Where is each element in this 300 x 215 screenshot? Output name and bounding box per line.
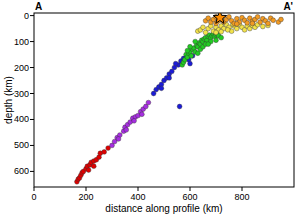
- earthquake-point: [167, 76, 172, 81]
- earthquake-point: [86, 168, 91, 173]
- y-tick-label: 0: [24, 11, 29, 21]
- y-tick-label: 300: [14, 89, 29, 99]
- earthquake-point: [91, 164, 96, 169]
- y-tick-label: 100: [14, 37, 29, 47]
- earthquake-point: [102, 150, 107, 155]
- x-tick-label: 0: [31, 192, 36, 202]
- y-tick-label: 600: [14, 166, 29, 176]
- x-tick-label: 800: [234, 192, 249, 202]
- y-tick-label: 500: [14, 140, 29, 150]
- plot-frame: [34, 13, 294, 187]
- y-tick: [30, 119, 34, 120]
- earthquake-point: [260, 24, 265, 29]
- y-axis-label: depth (km): [3, 76, 14, 124]
- x-tick-label: 600: [182, 192, 197, 202]
- epicenter-star: [213, 13, 226, 23]
- x-tick: [242, 187, 243, 191]
- earthquake-point: [159, 86, 164, 91]
- earthquake-point: [193, 39, 198, 44]
- earthquake-point: [206, 42, 211, 47]
- chart: 02004006008000100200300400500600distance…: [0, 0, 300, 215]
- earthquake-point: [279, 17, 284, 22]
- earthquake-point: [214, 30, 219, 35]
- earthquake-point: [266, 21, 271, 26]
- earthquake-point: [173, 61, 178, 66]
- earthquake-point: [271, 18, 276, 23]
- earthquake-point: [255, 14, 260, 19]
- earthquake-point: [219, 29, 224, 34]
- points: [75, 13, 284, 184]
- earthquake-point: [201, 25, 206, 30]
- y-tick: [30, 41, 34, 42]
- earthquake-point: [188, 61, 193, 66]
- earthquake-point: [124, 127, 129, 132]
- y-tick: [30, 15, 34, 16]
- earthquake-point: [214, 38, 219, 43]
- profile-end-label: A': [283, 1, 293, 12]
- earthquake-point: [225, 27, 230, 32]
- x-tick-label: 200: [78, 192, 93, 202]
- earthquake-point: [116, 137, 121, 142]
- y-tick: [30, 145, 34, 146]
- x-tick-label: 400: [130, 192, 145, 202]
- earthquake-point: [132, 118, 137, 123]
- x-tick: [34, 187, 35, 191]
- earthquake-point: [250, 21, 255, 26]
- profile-end-label: A: [35, 1, 42, 12]
- x-tick: [86, 187, 87, 191]
- y-tick: [30, 93, 34, 94]
- earthquake-point: [195, 51, 200, 56]
- y-tick: [30, 67, 34, 68]
- y-tick-label: 200: [14, 63, 29, 73]
- y-tick: [30, 171, 34, 172]
- x-tick: [190, 187, 191, 191]
- earthquake-point: [245, 20, 250, 25]
- earthquake-point: [185, 48, 190, 53]
- earthquake-point: [234, 22, 239, 27]
- earthquake-point: [189, 53, 194, 58]
- x-axis-label: distance along profile (km): [105, 203, 222, 214]
- x-tick: [138, 187, 139, 191]
- earthquake-point: [140, 112, 145, 117]
- earthquake-point: [219, 35, 224, 40]
- earthquake-point: [146, 100, 151, 105]
- y-tick-label: 400: [14, 114, 29, 124]
- earthquake-point: [177, 104, 182, 109]
